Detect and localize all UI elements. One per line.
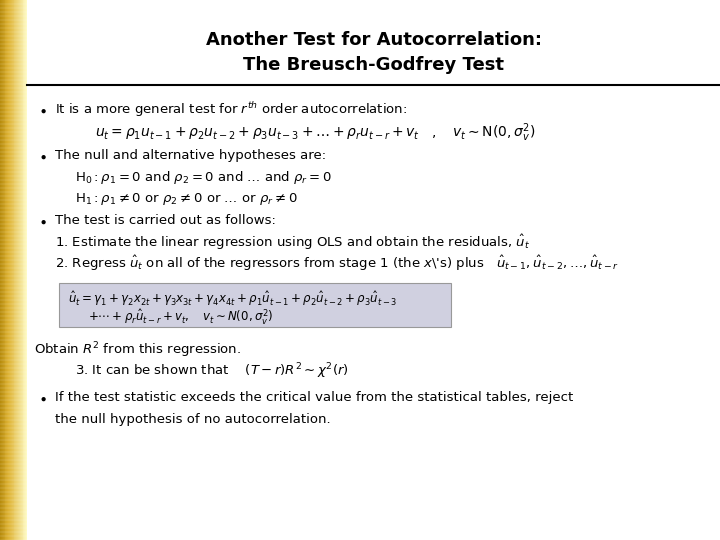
Text: 3. It can be shown that $\quad (T-r)R^2 \sim \chi^2(r)$: 3. It can be shown that $\quad (T-r)R^2 … bbox=[75, 361, 348, 381]
FancyBboxPatch shape bbox=[59, 283, 451, 327]
Bar bbox=[25, 0, 26, 540]
Text: 1. Estimate the linear regression using OLS and obtain the residuals, $\hat{u}_t: 1. Estimate the linear regression using … bbox=[55, 232, 530, 252]
Text: If the test statistic exceeds the critical value from the statistical tables, re: If the test statistic exceeds the critic… bbox=[55, 392, 573, 404]
Bar bbox=[26, 0, 27, 540]
Text: $\hat{u}_t = \gamma_1 + \gamma_2 x_{2t} + \gamma_3 x_{3t} + \gamma_4 x_{4t} + \r: $\hat{u}_t = \gamma_1 + \gamma_2 x_{2t} … bbox=[68, 289, 397, 308]
Bar bbox=[0, 0, 1, 540]
Bar bbox=[20, 0, 21, 540]
Bar bbox=[16, 0, 17, 540]
Bar bbox=[19, 0, 20, 540]
Bar bbox=[10, 0, 11, 540]
Bar bbox=[22, 0, 23, 540]
Text: The test is carried out as follows:: The test is carried out as follows: bbox=[55, 214, 276, 227]
Text: The Breusch-Godfrey Test: The Breusch-Godfrey Test bbox=[243, 56, 504, 74]
Bar bbox=[7, 0, 8, 540]
Bar bbox=[17, 0, 18, 540]
Bar bbox=[1, 0, 3, 540]
Text: $\mathrm{H}_0 : \rho_1 = 0\ \mathrm{and}\ \rho_2 = 0\ \mathrm{and}\ \ldots\ \mat: $\mathrm{H}_0 : \rho_1 = 0\ \mathrm{and}… bbox=[75, 170, 332, 186]
Bar bbox=[4, 0, 6, 540]
Bar bbox=[12, 0, 13, 540]
Text: $\mathrm{H}_1 : \rho_1 \neq 0\ \mathrm{or}\ \rho_2 \neq 0\ \mathrm{or}\ \ldots\ : $\mathrm{H}_1 : \rho_1 \neq 0\ \mathrm{o… bbox=[75, 191, 298, 207]
Text: 2. Regress $\hat{u}_t$ on all of the regressors from stage 1 (the $x$\'s) plus$\: 2. Regress $\hat{u}_t$ on all of the reg… bbox=[55, 253, 619, 273]
Bar bbox=[15, 0, 16, 540]
Text: $u_t = \rho_1 u_{t-1} + \rho_2 u_{t-2} + \rho_3 u_{t-3} + \ldots + \rho_r u_{t-r: $u_t = \rho_1 u_{t-1} + \rho_2 u_{t-2} +… bbox=[95, 122, 536, 144]
Bar bbox=[14, 0, 15, 540]
Text: $+ \cdots + \rho_r \hat{u}_{t-r} + v_t, \quad v_t \sim N(0, \sigma_v^2)$: $+ \cdots + \rho_r \hat{u}_{t-r} + v_t, … bbox=[88, 307, 274, 327]
Text: the null hypothesis of no autocorrelation.: the null hypothesis of no autocorrelatio… bbox=[55, 413, 330, 426]
Text: It is a more general test for $r^{th}$ order autocorrelation:: It is a more general test for $r^{th}$ o… bbox=[55, 100, 408, 119]
Bar bbox=[23, 0, 24, 540]
Text: $\bullet$: $\bullet$ bbox=[38, 103, 47, 118]
Bar bbox=[6, 0, 7, 540]
Bar bbox=[3, 0, 4, 540]
Text: Obtain $R^2$ from this regression.: Obtain $R^2$ from this regression. bbox=[34, 340, 241, 360]
Bar bbox=[21, 0, 22, 540]
Text: $\bullet$: $\bullet$ bbox=[38, 390, 47, 406]
Text: The null and alternative hypotheses are:: The null and alternative hypotheses are: bbox=[55, 150, 326, 163]
Text: $\bullet$: $\bullet$ bbox=[38, 213, 47, 228]
Bar bbox=[13, 0, 14, 540]
Bar bbox=[9, 0, 10, 540]
Bar bbox=[8, 0, 9, 540]
Bar bbox=[24, 0, 25, 540]
Text: $\bullet$: $\bullet$ bbox=[38, 148, 47, 164]
Bar bbox=[18, 0, 19, 540]
Text: Another Test for Autocorrelation:: Another Test for Autocorrelation: bbox=[205, 31, 541, 49]
Bar bbox=[11, 0, 12, 540]
